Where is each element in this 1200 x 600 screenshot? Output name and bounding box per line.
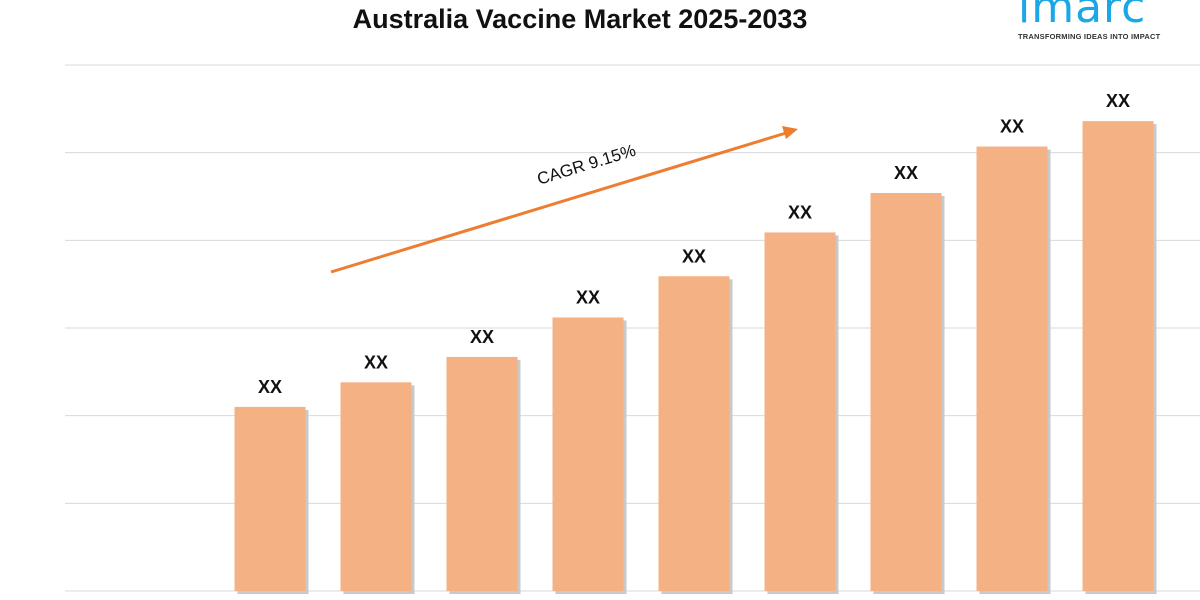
chart-title: Australia Vaccine Market 2025-2033	[352, 4, 808, 34]
logo-word: imarc	[1018, 0, 1147, 33]
logo-tagline: TRANSFORMING IDEAS INTO IMPACT	[1018, 32, 1161, 41]
bar	[446, 356, 518, 591]
bar	[976, 146, 1048, 591]
bar	[340, 382, 412, 591]
data-label: XX	[1000, 117, 1024, 137]
cagr-arrow	[330, 131, 787, 274]
data-label: XX	[470, 327, 494, 347]
data-label: XX	[894, 163, 918, 183]
data-label: XX	[364, 352, 388, 372]
bar	[658, 276, 730, 591]
arrow-head-icon	[782, 126, 798, 139]
data-label: XX	[258, 377, 282, 397]
imarc-logo: imarc TRANSFORMING IDEAS INTO IMPACT	[1018, 0, 1178, 41]
data-label: XX	[788, 202, 812, 222]
data-label: XX	[576, 287, 600, 307]
bar	[1082, 121, 1154, 592]
data-label: XX	[1106, 91, 1130, 111]
data-label: XX	[682, 246, 706, 266]
bar	[764, 232, 836, 591]
bar	[870, 192, 942, 591]
bar	[234, 406, 306, 591]
bar	[552, 317, 624, 591]
